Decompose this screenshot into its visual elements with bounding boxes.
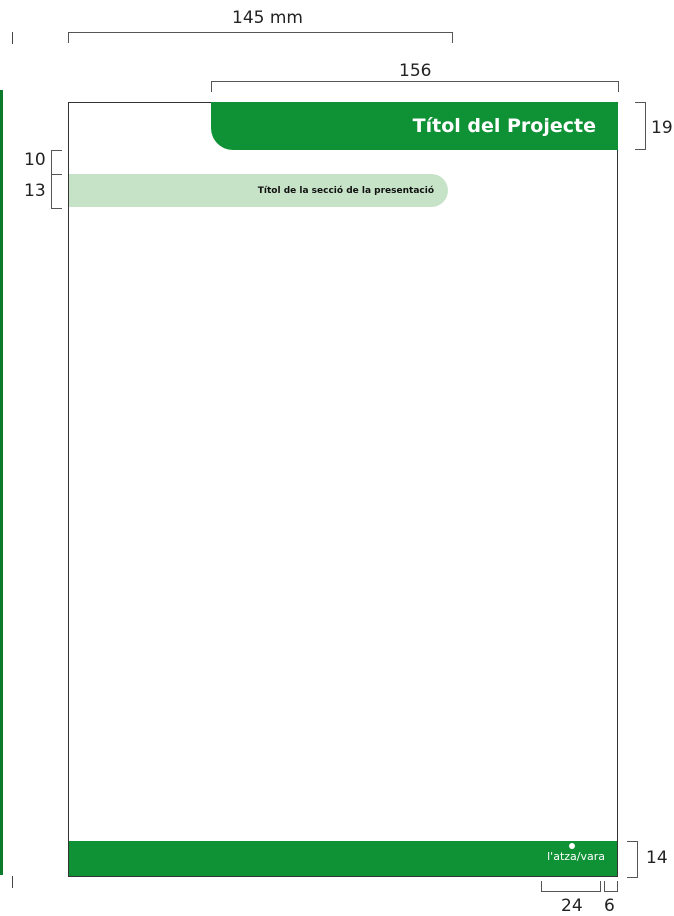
logo-mark-icon <box>569 843 576 849</box>
section-pill: Títol de la secció de la presentació <box>69 174 448 207</box>
dimension-label-13: 13 <box>24 181 46 201</box>
dimension-label-10: 10 <box>24 150 46 170</box>
left-edge-tick-top <box>12 32 13 44</box>
dimension-label-156: 156 <box>399 61 432 81</box>
dimension-bracket-145mm <box>68 32 453 43</box>
dimension-bracket-14 <box>627 841 638 878</box>
left-edge-tick-bottom <box>12 876 13 888</box>
dimension-bracket-6 <box>604 881 618 892</box>
section-title: Títol de la secció de la presentació <box>257 185 434 196</box>
dimension-label-145mm: 145 mm <box>232 8 303 28</box>
dimension-bracket-156 <box>211 81 619 92</box>
dimension-label-14: 14 <box>646 848 668 868</box>
dimension-label-6: 6 <box>604 896 615 916</box>
logo: l'atza/vara <box>547 843 605 863</box>
dimension-bracket-19 <box>635 102 646 150</box>
dimension-label-19: 19 <box>651 118 673 138</box>
logo-text: l'atza/vara <box>547 850 605 863</box>
left-edge-strip <box>0 90 3 875</box>
page-frame <box>68 102 618 877</box>
footer-bar: l'atza/vara <box>69 841 617 876</box>
header-tab: Títol del Projecte <box>211 102 618 150</box>
dimension-label-24: 24 <box>561 896 583 916</box>
dimension-bracket-13 <box>51 174 62 209</box>
dimension-bracket-10 <box>51 150 62 175</box>
dimension-bracket-24 <box>541 881 601 892</box>
header-title: Títol del Projecte <box>412 115 596 137</box>
